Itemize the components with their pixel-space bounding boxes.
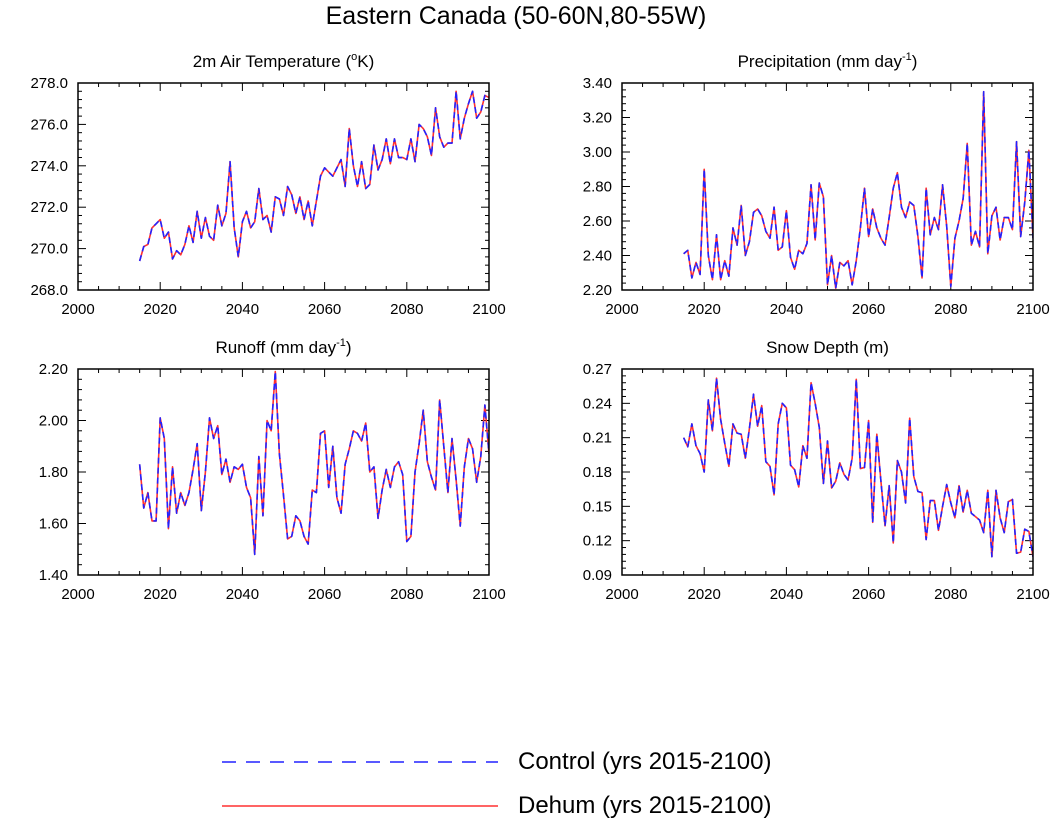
series-line-dehum — [682, 377, 1033, 558]
x-tick-label: 2100 — [472, 301, 505, 318]
y-tick-label: 2.00 — [39, 413, 68, 430]
panel-title-superscript: o — [351, 51, 357, 63]
y-tick-label: 3.00 — [583, 144, 612, 161]
y-tick-label: 1.40 — [39, 567, 68, 584]
panels: 2m Air Temperature (oK) 2000 2020 2040 2060 2… — [30, 51, 1049, 603]
y-tick-label: 270.0 — [30, 241, 68, 258]
panel-title-main: 2m Air Temperature ( — [193, 52, 352, 71]
panel-title-superscript: -1 — [336, 337, 346, 349]
panel-title-main: Precipitation (mm day — [738, 52, 903, 71]
y-tick-label: 1.80 — [39, 464, 68, 481]
y-tick-label: 3.40 — [583, 75, 612, 92]
series-line-dehum — [683, 90, 1033, 290]
x-tick-label: 2080 — [390, 586, 423, 603]
panel-temperature: 2m Air Temperature (oK) 2000 2020 2040 2060 2… — [30, 51, 505, 318]
series-line-control — [683, 90, 1033, 290]
y-tick-label: 278.0 — [30, 75, 68, 92]
plot-frame — [621, 368, 1034, 576]
plot-frame — [77, 368, 490, 576]
plot-frame — [77, 82, 490, 291]
y-tick-label: 1.60 — [39, 516, 68, 533]
y-tick-label: 2.40 — [583, 248, 612, 265]
y-tick-label: 0.12 — [583, 533, 612, 550]
y-tick-label: 268.0 — [30, 282, 68, 299]
x-tick-label: 2000 — [605, 586, 638, 603]
y-tick-label: 2.60 — [583, 213, 612, 230]
y-tick-label: 0.27 — [583, 361, 612, 378]
x-tick-label: 2100 — [1016, 301, 1049, 318]
panel-snow-depth: Snow Depth (m) 2000 2020 2040 2060 2080 2100 0.… — [583, 338, 1050, 603]
x-tick-label: 2040 — [226, 586, 259, 603]
series-line-control — [682, 377, 1033, 558]
y-tick-label: 0.15 — [583, 498, 612, 515]
x-tick-label: 2060 — [308, 586, 341, 603]
x-tick-label: 2060 — [852, 301, 885, 318]
y-tick-label: 274.0 — [30, 158, 68, 175]
y-tick-label: 2.20 — [39, 361, 68, 378]
x-tick-label: 2000 — [605, 301, 638, 318]
y-tick-label: 0.18 — [583, 464, 612, 481]
series-line-control — [138, 370, 489, 556]
x-tick-label: 2100 — [1016, 586, 1049, 603]
x-tick-label: 2060 — [308, 301, 341, 318]
y-tick-label: 0.21 — [583, 430, 612, 447]
x-tick-label: 2040 — [770, 586, 803, 603]
legend-control-label: Control (yrs 2015-2100) — [518, 748, 771, 775]
panel-precipitation: Precipitation (mm day-1) 2000 2020 2040 2060… — [583, 51, 1050, 318]
x-tick-label: 2080 — [934, 586, 967, 603]
x-tick-label: 2020 — [688, 586, 721, 603]
x-tick-label: 2000 — [61, 586, 94, 603]
plot-frame — [621, 82, 1034, 291]
x-tick-label: 2080 — [390, 301, 423, 318]
y-tick-label: 2.80 — [583, 179, 612, 196]
y-tick-label: 2.20 — [583, 282, 612, 299]
y-tick-label: 0.24 — [583, 395, 612, 412]
y-tick-label: 0.09 — [583, 567, 612, 584]
panel-title-main: Runoff (mm day — [215, 338, 336, 357]
y-tick-label: 276.0 — [30, 116, 68, 133]
x-tick-label: 2020 — [144, 586, 177, 603]
x-tick-label: 2060 — [852, 586, 885, 603]
panel-title-temperature: 2m Air Temperature (oK) — [193, 51, 375, 71]
panel-title-main: Snow Depth (m) — [766, 338, 889, 357]
panel-title-end: ) — [912, 52, 918, 71]
panel-title-end: K) — [357, 52, 374, 71]
panel-title-precipitation: Precipitation (mm day-1) — [738, 51, 918, 71]
x-tick-label: 2080 — [934, 301, 967, 318]
y-tick-label: 272.0 — [30, 199, 68, 216]
y-tick-label: 3.20 — [583, 110, 612, 127]
x-tick-label: 2020 — [688, 301, 721, 318]
x-tick-label: 2020 — [144, 301, 177, 318]
panel-title-end: ) — [346, 338, 352, 357]
x-tick-label: 2040 — [770, 301, 803, 318]
panel-title-superscript: -1 — [902, 51, 912, 63]
legend-dehum-label: Dehum (yrs 2015-2100) — [518, 792, 771, 819]
figure-title: Eastern Canada (50-60N,80-55W) — [326, 2, 707, 30]
x-tick-label: 2040 — [226, 301, 259, 318]
legend: Control (yrs 2015-2100) Dehum (yrs 2015-… — [222, 748, 771, 819]
panel-title-snow-depth: Snow Depth (m) — [766, 338, 889, 357]
panel-title-runoff: Runoff (mm day-1) — [215, 337, 351, 357]
series-line-control — [138, 90, 489, 262]
panel-runoff: Runoff (mm day-1) 2000 2020 2040 2060 2080 210… — [39, 337, 506, 603]
x-tick-label: 2000 — [61, 301, 94, 318]
x-tick-label: 2100 — [472, 586, 505, 603]
